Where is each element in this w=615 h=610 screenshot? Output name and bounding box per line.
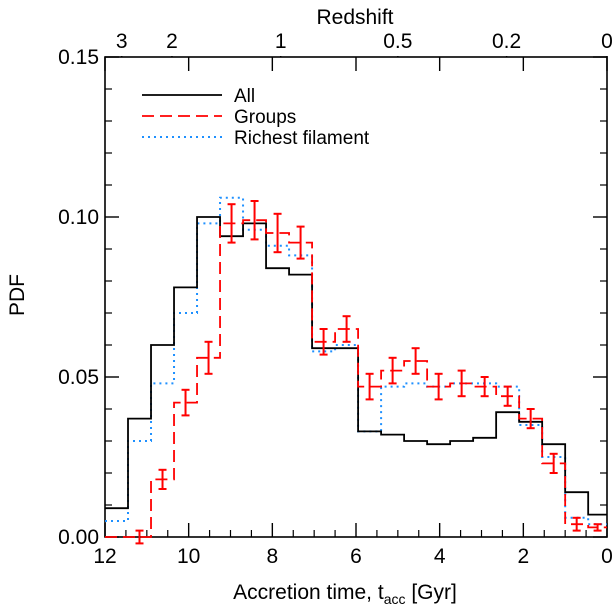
y-tick-label: 0.00 (58, 526, 99, 549)
legend-label: Groups (234, 107, 296, 128)
x-axis-label-main: Accretion time, t (233, 581, 384, 604)
x-axis-label: Accretion time, tacc [Gyr] (233, 581, 457, 607)
y-tick-label: 0.05 (58, 366, 99, 389)
top-axis-label: Redshift (316, 6, 393, 29)
series-line-groups (105, 219, 607, 538)
x-tick-label: 0 (601, 545, 613, 568)
top-tick-label: 3 (116, 30, 128, 53)
x-tick-label: 10 (177, 545, 200, 568)
x-tick-label: 2 (517, 545, 529, 568)
top-tick-label: 1 (275, 30, 287, 53)
top-tick-label: 0 (601, 30, 613, 53)
x-axis-label-unit: [Gyr] (406, 581, 457, 604)
series-line-richest-filament (105, 196, 607, 526)
y-tick-label: 0.15 (58, 46, 99, 69)
top-tick-label: 0.5 (383, 30, 412, 53)
series-layer (105, 196, 607, 545)
x-axis: 12 10 8 6 4 2 0 (93, 57, 613, 568)
x-tick-label: 4 (434, 545, 446, 568)
x-axis-label-subscript: acc (384, 591, 406, 607)
x-tick-label: 6 (350, 545, 362, 568)
legend-label: All (234, 86, 255, 107)
y-axis-label: PDF (6, 274, 29, 316)
top-tick-label: 0.2 (492, 30, 521, 53)
series-line-all (105, 216, 607, 516)
top-redshift-axis: 3 2 1 0.5 0.2 0 (116, 30, 613, 57)
legend-label: Richest filament (234, 128, 370, 149)
y-axis: 0.00 0.05 0.10 0.15 (58, 46, 607, 549)
x-tick-label: 8 (266, 545, 278, 568)
y-tick-label: 0.10 (58, 206, 99, 229)
x-tick-label: 12 (93, 545, 116, 568)
top-tick-label: 2 (166, 30, 178, 53)
